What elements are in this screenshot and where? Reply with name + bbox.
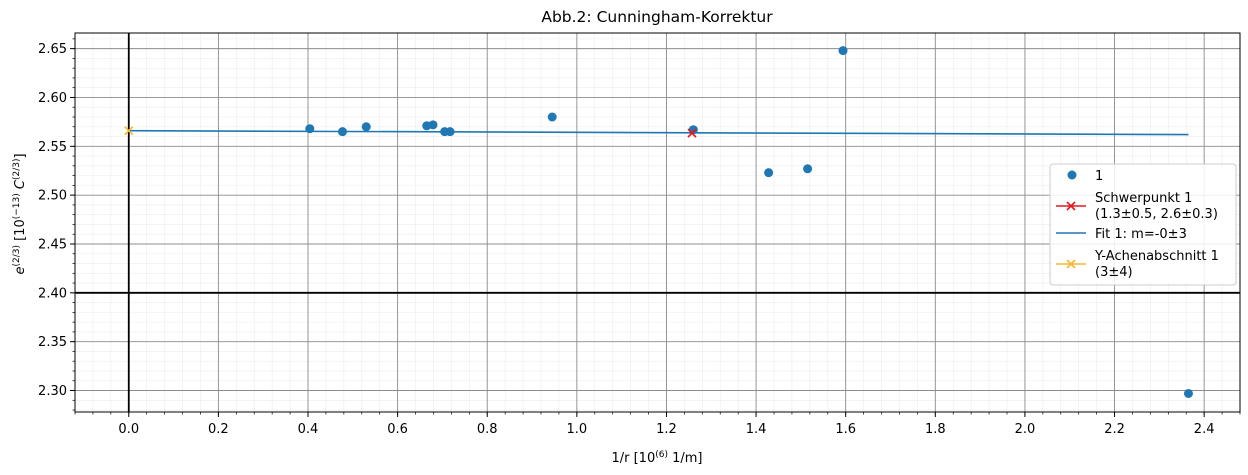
data-point xyxy=(305,124,315,134)
data-point xyxy=(428,120,438,130)
x-tick-label: 0.8 xyxy=(477,422,498,437)
data-point xyxy=(338,127,348,137)
legend-entry-points: 1 xyxy=(1067,169,1103,184)
y-axis-ticks: 2.30 2.35 2.40 2.45 2.50 2.55 2.60 2.65 xyxy=(38,38,75,411)
x-tick-label: 2.4 xyxy=(1194,422,1215,437)
plot-frame xyxy=(74,32,1241,413)
fit-layer xyxy=(128,129,1189,136)
y-tick-label: 2.40 xyxy=(38,286,67,301)
y-tick-label: 2.65 xyxy=(38,42,67,57)
y-tick-label: 2.55 xyxy=(38,140,67,155)
x-tick-label: 1.4 xyxy=(746,422,767,437)
x-tick-label: 1.6 xyxy=(835,422,856,437)
legend-marker-intercept xyxy=(1066,259,1076,269)
legend-box xyxy=(1049,163,1237,286)
data-point xyxy=(1183,388,1193,398)
fit-line xyxy=(128,129,1189,136)
y-tick-label: 2.50 xyxy=(38,189,67,204)
x-axis-ticks: 0.0 0.2 0.4 0.6 0.8 1.0 1.2 1.4 1.6 1.8 2.0 2.2 2.4 xyxy=(74,412,1241,437)
y-tick-label: 2.45 xyxy=(38,237,67,252)
legend-label-intercept: Y-Achenabschnitt 1 xyxy=(1094,249,1219,264)
x-tick-label: 0.0 xyxy=(118,422,139,437)
data-point xyxy=(838,46,848,56)
data-point xyxy=(764,168,774,178)
x-tick-label: 1.8 xyxy=(925,422,946,437)
y-axis-label: e(2/3) [10(−13) C(2/3)] xyxy=(12,153,28,274)
y-tick-label: 2.35 xyxy=(38,335,67,350)
data-point xyxy=(803,164,813,174)
x-tick-label: 0.6 xyxy=(387,422,408,437)
legend-label-intercept-values: (3±4) xyxy=(1095,265,1133,280)
data-point xyxy=(361,122,371,132)
legend-label-centroid-values: (1.3±0.5, 2.6±0.3) xyxy=(1095,207,1218,222)
x-tick-label: 1.0 xyxy=(567,422,588,437)
data-point xyxy=(547,112,557,122)
x-tick-label: 2.0 xyxy=(1015,422,1036,437)
reference-lines xyxy=(75,33,1240,412)
chart-title: Abb.2: Cunningham-Korrektur xyxy=(541,8,773,26)
x-tick-label: 0.2 xyxy=(208,422,229,437)
y-tick-label: 2.60 xyxy=(38,91,67,106)
legend-label-centroid: Schwerpunkt 1 xyxy=(1095,191,1192,206)
legend-marker-points xyxy=(1067,170,1077,180)
legend-label-points: 1 xyxy=(1095,169,1103,184)
legend-entry-centroid: Schwerpunkt 1 (1.3±0.5, 2.6±0.3) xyxy=(1056,191,1218,222)
x-tick-label: 1.2 xyxy=(656,422,677,437)
marker-layer xyxy=(124,126,697,138)
x-tick-label: 0.4 xyxy=(298,422,319,437)
points-layer xyxy=(305,46,1193,398)
legend-entry-intercept: Y-Achenabschnitt 1 (3±4) xyxy=(1056,249,1219,280)
x-marker xyxy=(124,126,134,136)
legend-entry-fit: Fit 1: m=-0±3 xyxy=(1056,227,1187,242)
x-marker xyxy=(687,128,697,138)
legend-marker-centroid xyxy=(1066,201,1076,211)
data-point xyxy=(445,127,455,137)
legend: 1 Schwerpunkt 1 (1.3±0.5, 2.6±0.3) Fit 1… xyxy=(1049,163,1237,286)
legend-label-fit: Fit 1: m=-0±3 xyxy=(1095,227,1187,242)
major-grid xyxy=(75,33,1240,412)
y-tick-label: 2.30 xyxy=(38,384,67,399)
x-axis-label: 1/r [10(6) 1/m] xyxy=(611,450,702,466)
x-tick-label: 2.2 xyxy=(1104,422,1125,437)
